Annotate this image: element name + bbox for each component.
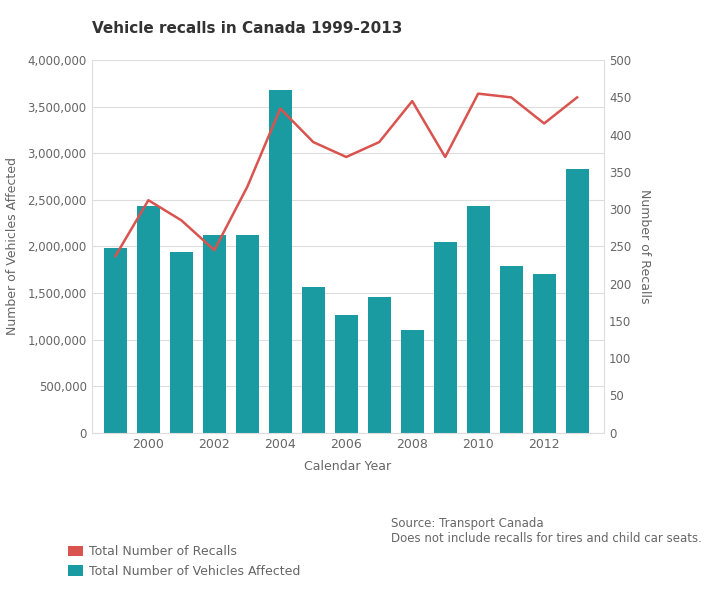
Bar — [236, 235, 259, 433]
Text: Vehicle recalls in Canada 1999-2013: Vehicle recalls in Canada 1999-2013 — [92, 21, 403, 36]
Y-axis label: Number of Vehicles Affected: Number of Vehicles Affected — [6, 157, 19, 335]
Bar — [368, 297, 391, 433]
Bar — [500, 266, 523, 433]
Bar — [137, 206, 160, 433]
Text: Source: Transport Canada
Does not include recalls for tires and child car seats.: Source: Transport Canada Does not includ… — [391, 517, 701, 545]
Bar — [334, 316, 358, 433]
Bar — [532, 274, 556, 433]
Legend: Total Number of Recalls, Total Number of Vehicles Affected: Total Number of Recalls, Total Number of… — [63, 540, 306, 583]
Bar — [203, 235, 226, 433]
Y-axis label: Number of Recalls: Number of Recalls — [638, 189, 651, 304]
Bar — [104, 248, 127, 433]
Bar — [434, 242, 457, 433]
Bar — [170, 252, 193, 433]
X-axis label: Calendar Year: Calendar Year — [305, 460, 391, 472]
Bar — [466, 206, 490, 433]
Bar — [400, 330, 424, 433]
Bar — [269, 90, 292, 433]
Bar — [566, 169, 589, 433]
Bar — [302, 287, 324, 433]
